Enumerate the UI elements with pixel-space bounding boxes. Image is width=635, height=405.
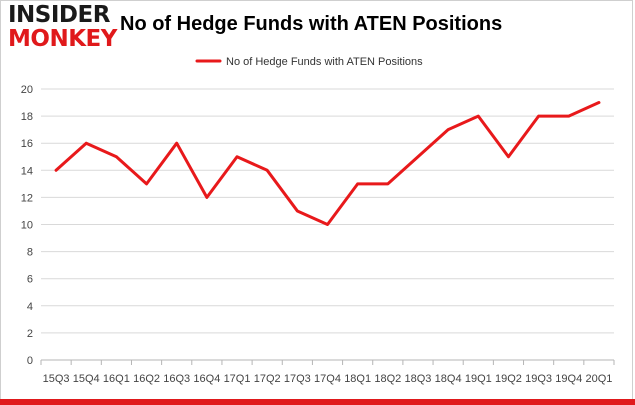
data-point [145,182,148,186]
y-tick-label: 0 [27,355,33,367]
data-point [386,182,390,186]
legend: No of Hedge Funds with ATEN Positions [195,56,423,68]
y-tick-label: 16 [21,138,33,150]
x-tick-labels: 15Q3 15Q4 16Q1 16Q2 16Q3 16Q4 17Q1 17Q2 17Q3 17Q4… [43,373,613,385]
x-tick-label: 20Q1 [585,373,612,385]
y-tick-label: 6 [27,274,33,286]
series-lines [54,101,601,226]
x-tick-label: 18Q4 [435,373,462,385]
logo-text-top: INSIDER [8,2,110,28]
x-tick-label: 19Q3 [525,373,552,385]
x-tick-label: 18Q2 [374,373,401,385]
x-tick-label: 18Q1 [344,373,371,385]
logo-text-bottom: MONKEY [8,26,117,52]
y-tick-labels: 0 2 4 6 8 10 12 14 16 18 20 [21,84,33,367]
x-tick-label: 15Q3 [43,373,70,385]
data-point [537,114,540,118]
data-point [175,142,178,145]
x-tick-label: 19Q4 [555,373,582,385]
data-point [205,196,209,199]
legend-label: No of Hedge Funds with ATEN Positions [226,56,423,68]
data-point [296,209,299,213]
x-tick-label: 19Q1 [465,373,492,385]
x-tick-label: 16Q2 [133,373,160,385]
x-tick-label: 17Q4 [314,373,341,385]
data-point [507,155,510,158]
y-tick-label: 2 [27,328,33,340]
y-tick-label: 20 [21,84,33,96]
x-tick-label: 17Q1 [224,373,251,385]
data-point [85,142,88,145]
data-point [567,114,570,118]
series-line [54,101,601,226]
x-tick-label: 16Q3 [163,373,190,385]
y-tick-label: 4 [27,301,33,313]
x-tick-label: 19Q2 [495,373,522,385]
data-point [446,128,450,131]
x-tick-label: 16Q4 [193,373,220,385]
data-point [326,223,329,226]
data-point [115,155,118,158]
y-tick-label: 18 [21,111,33,123]
data-point [597,101,601,104]
data-point [416,155,420,158]
y-tick-label: 10 [21,220,33,232]
data-point [235,155,239,158]
chart-title: No of Hedge Funds with ATEN Positions [120,13,503,35]
bottom-accent-bar [0,399,635,405]
x-tick-label: 18Q3 [405,373,432,385]
data-point [265,169,269,172]
grid-lines [41,88,614,361]
data-point [54,169,58,172]
y-tick-label: 8 [27,247,33,259]
y-tick-label: 14 [21,165,33,177]
x-tick-label: 16Q1 [103,373,130,385]
y-tick-label: 12 [21,192,33,204]
data-point [356,182,359,186]
x-axis [40,360,615,365]
x-tick-label: 17Q3 [284,373,311,385]
x-tick-label: 15Q4 [73,373,100,385]
data-point [477,114,480,118]
x-tick-label: 17Q2 [254,373,281,385]
insider-monkey-logo: INSIDER MONKEY [8,4,117,51]
